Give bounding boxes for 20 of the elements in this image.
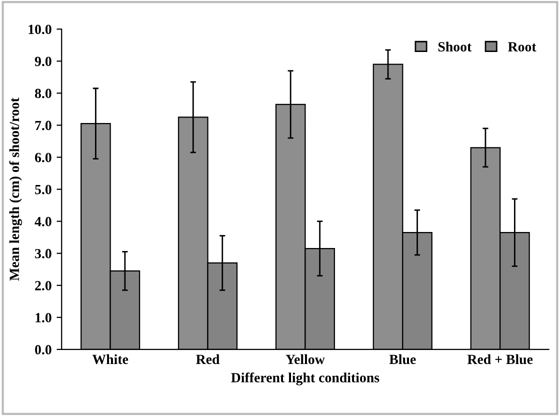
x-tick-label: Blue [389,354,416,364]
x-tick-label: White [92,354,128,364]
y-tick-label: 2.0 [35,280,52,290]
y-tick-label: 5.0 [35,184,52,194]
y-tick-label: 0.0 [35,345,52,354]
y-tick-label: 3.0 [35,248,52,258]
x-tick-label: Red [196,354,220,364]
y-tick-label: 6.0 [34,152,52,162]
legend-label: Root [508,42,536,52]
legend-label: Shoot [438,42,472,52]
x-tick-label: Yellow [286,354,325,364]
x-axis-title: Different light conditions [231,372,380,386]
y-tick-label: 10.0 [28,24,52,34]
y-tick-label: 7.0 [35,120,52,130]
y-axis-title: Mean length (cm) of shoot/root [9,98,22,281]
x-tick-label: Red + Blue [467,354,533,364]
y-tick-label: 8.0 [34,88,52,98]
y-tick-label: 9.0 [34,56,52,66]
y-tick-label: 1.0 [36,312,52,322]
y-tick-label: 4.0 [34,216,52,226]
